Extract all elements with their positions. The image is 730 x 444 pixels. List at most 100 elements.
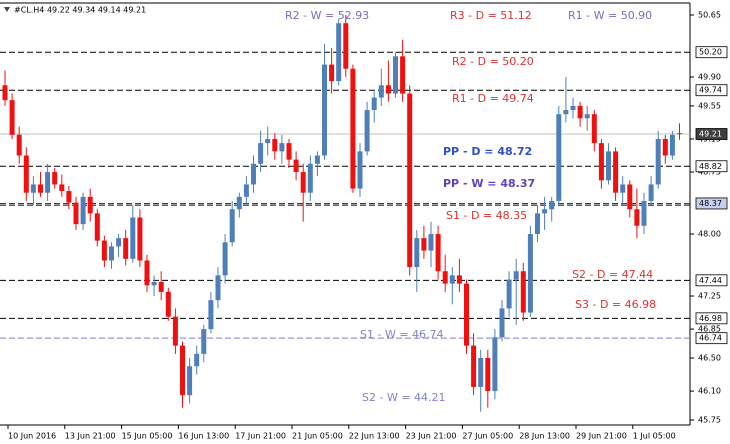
y-tick-label: 45.75 (698, 416, 721, 425)
candle-body (180, 345, 185, 396)
candle-body (80, 196, 86, 225)
candle-body (513, 271, 519, 280)
candle-body (215, 275, 221, 301)
candle-body (655, 138, 661, 185)
candle-body (343, 23, 349, 69)
price-label: 48.82 (699, 162, 722, 171)
y-tick-label: 48.00 (698, 230, 721, 239)
x-tick-label: 10 Jun 2016 (8, 432, 56, 441)
candle-body (378, 85, 384, 98)
candle-body (428, 234, 434, 251)
candle-body (542, 209, 548, 214)
candle-body (45, 172, 51, 193)
candle-body (208, 300, 214, 330)
candle-body (116, 238, 122, 247)
price-label: 47.44 (699, 276, 722, 285)
candle-body (151, 281, 157, 286)
annotation: R2 - W = 52.93 (285, 9, 369, 22)
candle-body (194, 353, 200, 367)
candle-body (627, 184, 633, 210)
candle-body (641, 200, 647, 226)
price-label-box (695, 197, 728, 210)
annotation: R3 - D = 51.12 (450, 9, 532, 22)
x-tick-label: 28 Jun 13:00 (519, 432, 570, 441)
candle-body (371, 97, 377, 111)
candle-body (577, 105, 583, 119)
candle-body (172, 316, 178, 346)
candle-body (598, 143, 604, 181)
candle-body (2, 85, 8, 101)
candle-body (314, 155, 320, 164)
candle-body (669, 134, 675, 156)
candle-body (123, 238, 129, 259)
price-label-box (695, 160, 728, 173)
candle-body (393, 56, 398, 94)
candle-body (357, 151, 363, 189)
y-tick-label: 50.65 (698, 11, 721, 20)
candle-body (130, 217, 136, 259)
candle-body (9, 100, 15, 135)
price-label: 46.98 (699, 314, 722, 323)
x-tick-label: 23 Jun 21:00 (406, 432, 457, 441)
candle-body (265, 138, 271, 144)
y-tick-label: 46.50 (698, 354, 721, 363)
candle-body (662, 138, 668, 156)
candle-body (407, 93, 413, 268)
candle-body (73, 202, 79, 225)
x-tick-label: 17 Jun 21:00 (235, 432, 286, 441)
price-label: 50.20 (699, 48, 722, 57)
candle-body (101, 240, 107, 261)
candle-body (279, 143, 285, 152)
candle-body (606, 151, 611, 181)
candle-body (300, 172, 306, 193)
candle-body (137, 217, 143, 261)
x-tick-label: 22 Jun 13:00 (349, 432, 400, 441)
annotation: PP - D = 48.72 (443, 145, 532, 158)
candle-body (677, 133, 682, 135)
candle-body (478, 358, 484, 387)
candle-body (251, 163, 256, 185)
y-tick-label: 47.25 (698, 292, 721, 301)
x-tick-label: 16 Jun 13:00 (178, 432, 229, 441)
candle-body (307, 163, 313, 193)
candle-body (229, 209, 235, 243)
price-label-box (695, 332, 728, 345)
candle-body (471, 345, 477, 387)
candle-body (570, 105, 576, 111)
candle-body (591, 114, 597, 144)
candle-body (329, 64, 335, 82)
candle-body (435, 234, 441, 272)
annotation: R2 - D = 50.20 (452, 55, 534, 68)
candle-body (16, 134, 22, 156)
candle-body (258, 143, 264, 164)
price-label-box (695, 128, 728, 140)
candle-body (527, 234, 533, 313)
candle-body (286, 143, 292, 160)
price-label-box (695, 46, 728, 59)
candle-body (364, 110, 370, 152)
x-tick-label: 21 Jun 05:00 (292, 432, 343, 441)
annotation: S2 - W = 44.21 (362, 391, 446, 404)
candle-body (243, 184, 249, 197)
candle-body (109, 246, 114, 261)
chart-title: #CL.H4 49.22 49.34 49.14 49.21 (14, 6, 146, 15)
x-tick-label: 15 Jun 05:00 (122, 432, 173, 441)
x-tick-label: 1 Jul 05:00 (633, 432, 676, 441)
price-label-box (695, 312, 728, 325)
y-tick-label: 46.10 (698, 387, 721, 396)
candle-body (272, 138, 278, 152)
candle-body (620, 184, 626, 193)
price-label: 49.21 (699, 130, 722, 139)
candle-body (563, 110, 569, 115)
candle-body (499, 308, 505, 338)
candle-body (613, 151, 619, 193)
price-label-box (695, 274, 728, 287)
x-tick-label: 27 Jun 05:00 (462, 432, 513, 441)
candle-body (492, 337, 498, 392)
annotation: PP - W = 48.37 (443, 177, 535, 190)
x-tick-label: 29 Jun 21:00 (576, 432, 627, 441)
candle-body (535, 213, 540, 235)
candle-body (456, 275, 462, 284)
